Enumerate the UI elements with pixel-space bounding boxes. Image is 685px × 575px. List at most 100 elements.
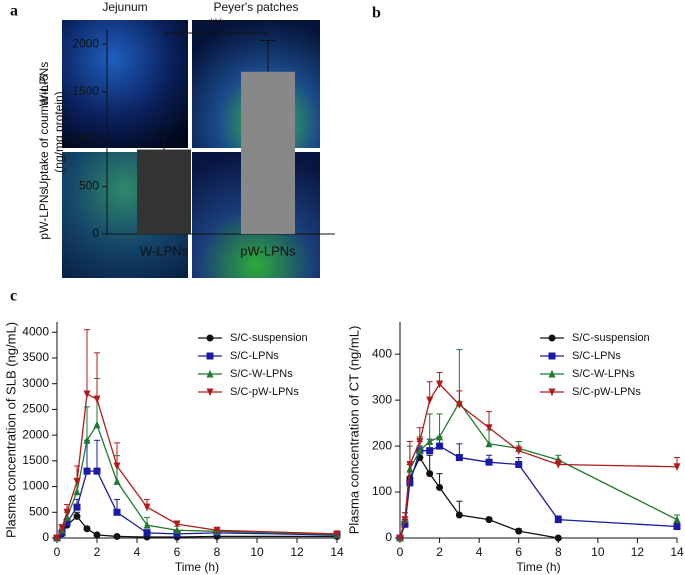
legend-label: S/C-LPNs: [230, 350, 279, 362]
marker: [333, 530, 341, 539]
marker: [206, 388, 214, 397]
x-tick-label: 4: [134, 545, 141, 559]
marker: [83, 467, 91, 475]
series-line: [399, 382, 678, 539]
marker: [113, 532, 121, 540]
marker: [436, 483, 444, 491]
marker: [554, 460, 562, 469]
y-tick-label: 400: [372, 346, 392, 360]
x-tick-label: 14: [330, 545, 344, 559]
marker: [406, 460, 414, 469]
marker: [93, 531, 101, 539]
x-tick-label: 8: [555, 545, 562, 559]
y-tick-label: 1000: [72, 131, 99, 145]
y-tick-label: 500: [29, 504, 49, 518]
row-label: pW-LPNs: [37, 188, 51, 239]
x-tick-label: 14: [670, 545, 684, 559]
x-tick-label: 4: [476, 545, 483, 559]
legend-label: S/C-W-LPNs: [572, 368, 635, 380]
marker: [485, 458, 493, 466]
marker: [455, 454, 463, 462]
marker: [673, 515, 681, 524]
panel-label: c: [10, 288, 17, 305]
y-tick-label: 500: [79, 179, 99, 193]
y-axis-title: Plasma concentration of CT (ng/mL): [346, 326, 361, 535]
marker: [515, 447, 523, 455]
marker: [93, 467, 101, 475]
y-tick-label: 1000: [22, 479, 49, 493]
marker: [485, 439, 493, 448]
legend-label: S/C-suspension: [230, 332, 308, 344]
marker: [401, 516, 409, 524]
marker: [485, 424, 493, 432]
marker: [113, 508, 121, 516]
y-axis-title: Plasma concentration of SLB (ng/mL): [3, 322, 18, 538]
y-tick-label: 2000: [72, 36, 99, 50]
panel-label: a: [10, 3, 18, 20]
marker: [113, 477, 121, 485]
marker: [436, 380, 444, 389]
marker: [63, 508, 71, 517]
x-tick-label: 6: [174, 545, 181, 559]
significance-label: ***: [209, 16, 223, 30]
marker: [213, 526, 221, 535]
marker: [143, 529, 151, 537]
marker: [548, 334, 556, 342]
y-tick-label: 0: [385, 530, 392, 544]
marker: [73, 487, 81, 496]
legend-label: S/C-W-LPNs: [230, 368, 293, 380]
marker: [436, 442, 444, 450]
marker: [73, 512, 81, 520]
marker: [53, 534, 61, 543]
y-tick-label: 4000: [22, 324, 49, 338]
marker: [548, 388, 556, 397]
legend-label: S/C-LPNs: [572, 350, 621, 362]
marker: [206, 369, 214, 378]
marker: [173, 526, 181, 534]
x-tick-label: 8: [214, 545, 221, 559]
x-tick-label: 12: [290, 545, 304, 559]
marker: [485, 516, 493, 524]
marker: [93, 420, 101, 429]
marker: [63, 519, 71, 527]
y-tick-label: 100: [372, 484, 392, 498]
x-tick-label: 0: [397, 545, 404, 559]
y-tick-label: 3500: [22, 350, 49, 364]
marker: [673, 463, 681, 471]
marker: [143, 520, 151, 529]
bar: [137, 149, 191, 234]
marker: [426, 437, 434, 445]
column-label: Peyer's patches: [213, 0, 298, 14]
marker: [548, 369, 556, 378]
x-tick-label: pW-LPNs: [240, 243, 296, 258]
column-label: Jejunum: [102, 0, 147, 14]
marker: [554, 516, 562, 524]
x-tick-label: 10: [591, 545, 605, 559]
y-tick-label: 2000: [22, 427, 49, 441]
bar: [241, 71, 295, 234]
marker: [455, 511, 463, 519]
series-line: [399, 445, 678, 539]
x-tick-label: 6: [515, 545, 522, 559]
marker: [515, 460, 523, 468]
series-line: [56, 392, 338, 539]
marker: [426, 447, 434, 455]
marker: [673, 523, 681, 531]
row-label: W-LPNs: [37, 62, 51, 106]
y-tick-label: 0: [92, 226, 99, 240]
x-tick-label: 12: [631, 545, 645, 559]
y-tick-label: 0: [42, 530, 49, 544]
marker: [401, 520, 409, 528]
y-tick-label: 1500: [72, 84, 99, 98]
marker: [416, 437, 424, 446]
x-axis-title: Time (h): [175, 560, 219, 574]
marker: [396, 534, 404, 543]
marker: [436, 432, 444, 441]
marker: [93, 395, 101, 404]
series-line: [399, 401, 678, 539]
series-line: [56, 470, 338, 539]
marker: [206, 334, 214, 342]
x-tick-label: W-LPNs: [140, 243, 189, 258]
micrograph: [62, 20, 188, 148]
